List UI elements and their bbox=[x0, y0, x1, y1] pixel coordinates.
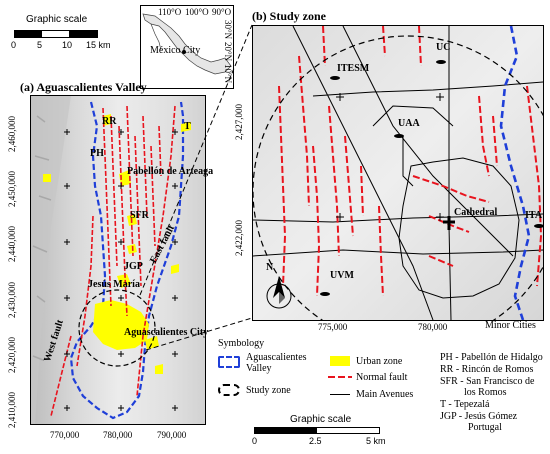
place-cathedral: Cathedral bbox=[454, 207, 498, 218]
bottom-scale-title: Graphic scale bbox=[290, 414, 352, 425]
abbreviations-block: PH - Pabellón de Hidalgo RR - Rincón de … bbox=[440, 352, 548, 433]
panel-b-title: (b) Study zone bbox=[252, 9, 327, 23]
inset-mexico-shape bbox=[142, 13, 232, 75]
legend-title: Symbology bbox=[218, 338, 265, 349]
legend-avenues-swatch bbox=[330, 394, 350, 395]
legend-valley-label: Aguascalientes Valley bbox=[246, 352, 307, 374]
b-ylabel-2427000: 2,427,000 bbox=[234, 104, 244, 140]
legend-study-label: Study zone bbox=[246, 385, 291, 396]
valley-boundary-b bbox=[499, 26, 531, 320]
top-scale-bar bbox=[14, 30, 98, 38]
b-xlabel-780000: 780,000 bbox=[418, 322, 448, 332]
b-ylabel-2422000: 2,422,000 bbox=[234, 220, 244, 256]
panel-a-map bbox=[30, 95, 206, 425]
place-rr: RR bbox=[102, 116, 117, 127]
place-jgp: JGP bbox=[124, 261, 143, 272]
abbr-jgp-cont: Portugal bbox=[468, 422, 502, 433]
panel-b-svg bbox=[253, 26, 543, 320]
panel-a-title: (a) Aguascalientes Valley bbox=[20, 80, 147, 94]
top-scale-title: Graphic scale bbox=[26, 14, 88, 25]
panel-a-west-mountains bbox=[31, 96, 71, 424]
urban-ags-city bbox=[93, 300, 149, 350]
b-xlabel-775000: 775,000 bbox=[318, 322, 348, 332]
place-itesm: ITESM bbox=[337, 63, 370, 74]
main-avenues bbox=[253, 26, 543, 320]
north-arrow bbox=[266, 276, 292, 309]
bottom-scale-tick-5: 5 km bbox=[366, 436, 386, 446]
normal-faults-a bbox=[50, 105, 176, 417]
minor-cities-label: Minor Cities bbox=[485, 320, 536, 331]
legend-urban-label: Urban zone bbox=[356, 356, 403, 367]
abbr-t: T - Tepezalá bbox=[440, 399, 490, 410]
abbr-jgp: JGP - Jesús Gómez bbox=[440, 411, 518, 422]
place-sfr: SFR bbox=[130, 210, 149, 221]
place-ph: PH bbox=[90, 148, 104, 159]
top-scale-tick-0: 0 bbox=[11, 40, 17, 50]
inset-city-label: México City bbox=[150, 45, 201, 56]
legend-study-swatch bbox=[218, 384, 240, 396]
panel-b-relief bbox=[253, 26, 543, 320]
abbr-sfr-cont: los Romos bbox=[464, 387, 507, 398]
place-uvm: UVM bbox=[330, 270, 354, 281]
inset-lon-90: 90°O bbox=[212, 7, 232, 17]
valley-boundary bbox=[69, 101, 185, 420]
place-jesus-maria: Jesús María bbox=[88, 279, 140, 290]
study-zone-circle-b bbox=[253, 35, 543, 320]
legend-valley-swatch bbox=[218, 356, 240, 368]
north-label: N bbox=[266, 262, 274, 273]
inset-city-dot bbox=[182, 50, 186, 54]
place-pabellon: Pabellón de Arteaga bbox=[127, 166, 214, 177]
bottom-scale-tick-0: 0 bbox=[252, 436, 258, 446]
inset-lon-110: 110°O bbox=[158, 7, 182, 17]
grid-crosses-b bbox=[336, 93, 444, 221]
a-xlabel-790000: 790,000 bbox=[157, 430, 187, 440]
urban-t bbox=[181, 122, 191, 132]
normal-faults-b bbox=[278, 26, 543, 297]
legend-avenues-label: Main Avenues bbox=[356, 389, 414, 400]
inset-map-svg bbox=[142, 13, 232, 75]
abbr-sfr: SFR - San Francisco de bbox=[440, 376, 535, 387]
place-uaa: UAA bbox=[398, 118, 420, 129]
a-xlabel-770000: 770,000 bbox=[50, 430, 80, 440]
legend-urban-swatch bbox=[330, 356, 350, 366]
place-t: T bbox=[184, 121, 191, 132]
place-uc: UC bbox=[436, 42, 451, 53]
abbr-ph: PH - Pabellón de Hidalgo bbox=[440, 352, 543, 363]
top-scale-tick-10: 10 bbox=[62, 40, 73, 50]
legend-fault-swatch bbox=[328, 376, 352, 378]
study-zone-circle-a bbox=[78, 289, 156, 367]
panel-b-map bbox=[252, 25, 544, 321]
bottom-scale-bar bbox=[254, 427, 380, 434]
grid-crosses-a bbox=[64, 129, 178, 411]
inset-baja-shape bbox=[150, 23, 162, 51]
place-ita: ITA bbox=[525, 210, 543, 221]
place-ags-city: Aguascalientes City bbox=[124, 327, 209, 338]
minor-city-markers bbox=[320, 60, 543, 296]
inset-lon-100: 100°O bbox=[185, 7, 209, 17]
abbr-rr: RR - Rincón de Romos bbox=[440, 364, 534, 375]
bottom-scale-tick-2-5: 2.5 bbox=[309, 436, 322, 446]
top-scale-tick-15: 15 km bbox=[86, 40, 111, 50]
panel-a-svg bbox=[31, 96, 205, 424]
urban-rr bbox=[103, 114, 111, 126]
legend-fault-label: Normal fault bbox=[356, 372, 408, 383]
cathedral-icon bbox=[443, 216, 455, 230]
a-xlabel-780000: 780,000 bbox=[103, 430, 133, 440]
top-scale-tick-5: 5 bbox=[37, 40, 43, 50]
inset-map bbox=[140, 5, 234, 89]
urban-jesus-maria bbox=[117, 274, 131, 288]
